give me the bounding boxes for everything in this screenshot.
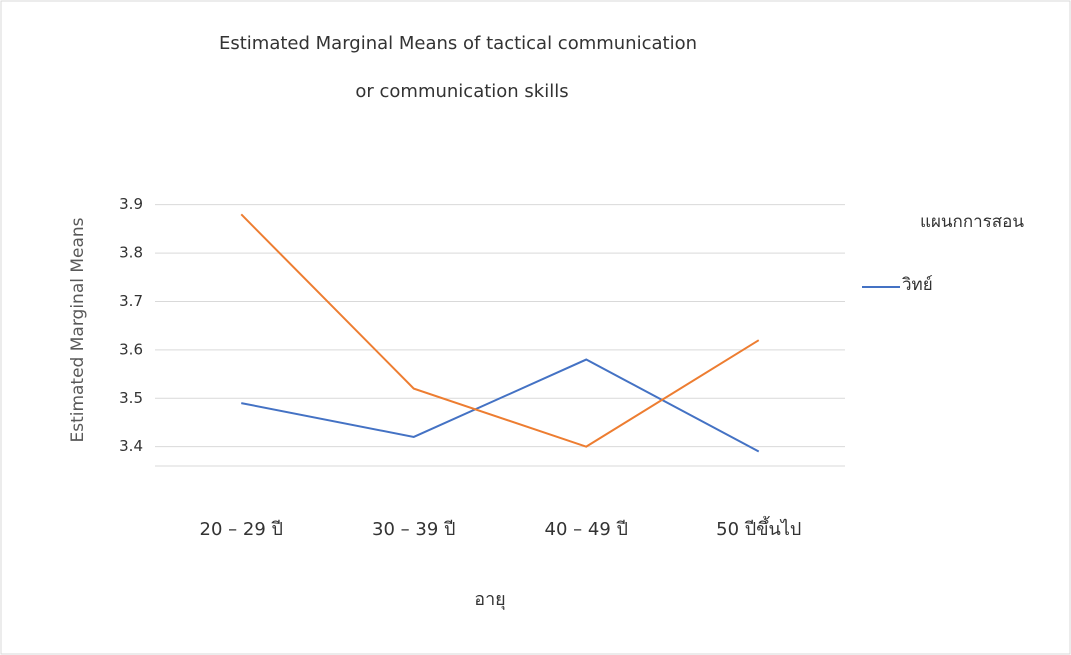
y-tick-label: 3.9 (119, 195, 143, 213)
legend-label: วิทย์ (902, 275, 933, 295)
chart-title: or communication skills (355, 81, 568, 102)
series-line (241, 358, 760, 453)
x-tick-label: 30 – 39 ปี (372, 519, 455, 540)
x-tick-label: 50 ปีขึ้นไป (716, 516, 801, 540)
x-axis-title: อายุ (474, 589, 505, 610)
legend-title: แผนกการสอน (920, 212, 1024, 232)
y-tick-label: 3.5 (119, 389, 143, 407)
y-axis-title: Estimated Marginal Means (68, 217, 88, 442)
y-tick-label: 3.6 (119, 340, 143, 358)
y-tick-label: 3.7 (119, 292, 143, 310)
series-line (240, 213, 760, 448)
x-tick-label: 20 – 29 ปี (200, 519, 283, 540)
y-tick-label: 3.4 (119, 437, 143, 455)
chart-title: Estimated Marginal Means of tactical com… (219, 33, 697, 54)
y-tick-label: 3.8 (119, 244, 143, 262)
x-tick-label: 40 – 49 ปี (545, 519, 628, 540)
